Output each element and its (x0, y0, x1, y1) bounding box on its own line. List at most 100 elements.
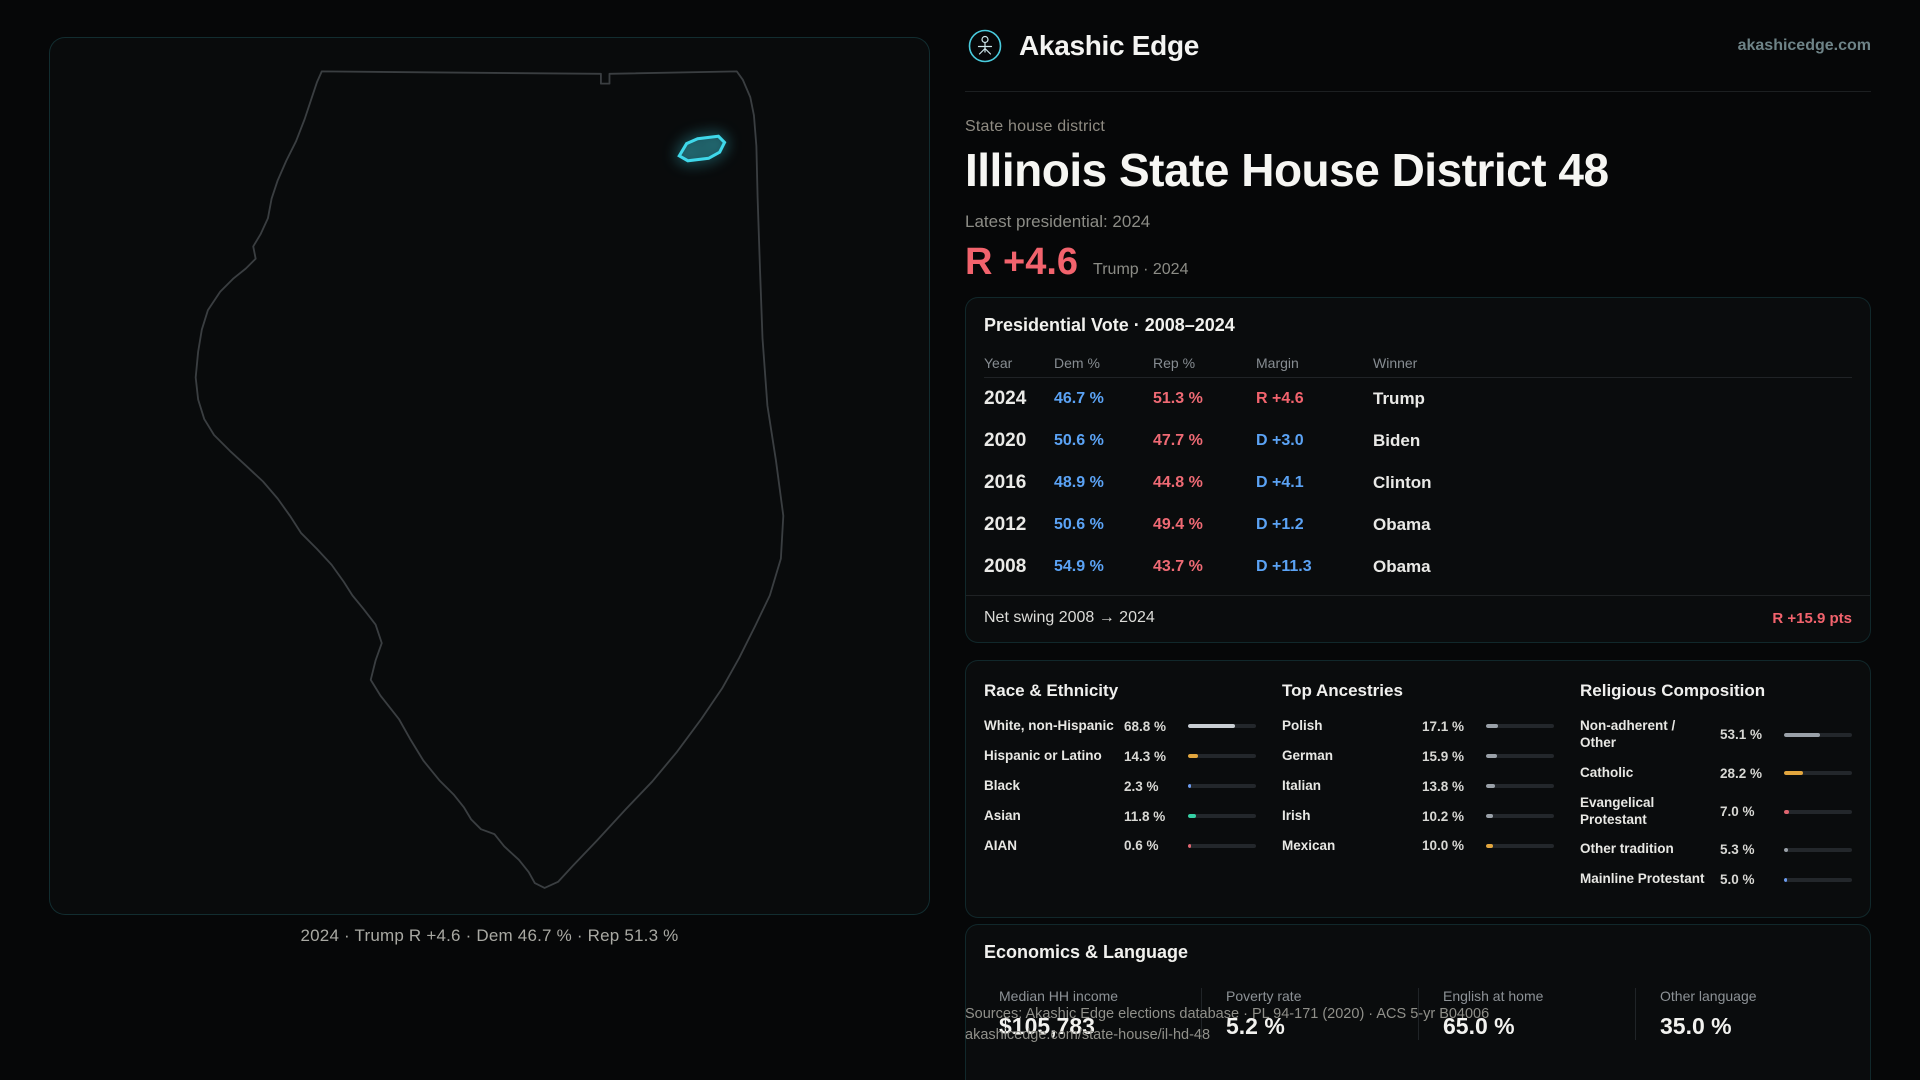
rep-cell: 44.8 % (1153, 474, 1203, 491)
net-swing-row: Net swing 2008 → 2024 R +15.9 pts (966, 595, 1870, 642)
stat-value: 53.1 % (1720, 727, 1763, 743)
stat-row: Asian 11.8 % (984, 808, 1256, 825)
stat-label: German (1282, 747, 1334, 763)
table-header-row: Year Dem % Rep % Margin Winner (984, 348, 1852, 378)
stat-label: Mainline Protestant (1580, 871, 1705, 887)
table-row: 2016 48.9 % 44.8 % D +4.1 Clinton (984, 462, 1852, 504)
stat-bar (1188, 784, 1256, 789)
race-ethnicity-column: Race & Ethnicity White, non-Hispanic 68.… (984, 681, 1256, 901)
illinois-state-outline (194, 70, 785, 889)
detail-panel: Akashic Edge akashicedge.com State house… (965, 0, 1871, 1080)
stat-bar (1486, 814, 1554, 819)
stat-row: Irish 10.2 % (1282, 808, 1554, 825)
demographics-card: Race & Ethnicity White, non-Hispanic 68.… (965, 660, 1871, 919)
race-title: Race & Ethnicity (984, 681, 1119, 700)
col-winner: Winner (1373, 354, 1418, 371)
stat-value: 0.6 % (1124, 838, 1159, 854)
brand: Akashic Edge (965, 26, 1199, 66)
margin-cell: D +3.0 (1256, 432, 1304, 449)
stat-value: 13.8 % (1422, 778, 1465, 794)
headline-margin-row: R +4.6 Trump · 2024 (965, 241, 1871, 284)
stat-bar (1784, 877, 1852, 882)
stat-label: Other tradition (1580, 841, 1674, 857)
stat-value: 17.1 % (1422, 718, 1465, 734)
stat-value: 65.0 % (1443, 1013, 1515, 1040)
net-swing-value: R +15.9 pts (1772, 609, 1852, 627)
stat-bar (1784, 771, 1852, 776)
stat-value: 28.2 % (1720, 765, 1763, 781)
religion-title: Religious Composition (1580, 681, 1766, 700)
stat-row: AIAN 0.6 % (984, 838, 1256, 855)
margin-cell: R +4.6 (1256, 390, 1304, 407)
table-row: 2012 50.6 % 49.4 % D +1.2 Obama (984, 504, 1852, 546)
stat-value: $105,783 (999, 1013, 1095, 1040)
col-dem: Dem % (1054, 354, 1100, 371)
stat-bar (1784, 809, 1852, 814)
economics-title: Economics & Language (984, 942, 1189, 963)
margin-cell: D +11.3 (1256, 558, 1312, 575)
district-highlight-shape[interactable] (677, 134, 727, 163)
net-swing-label: Net swing 2008 → 2024 (984, 609, 1155, 626)
stat-bar (1784, 732, 1852, 737)
table-title: Presidential Vote · 2008–2024 (984, 315, 1235, 335)
table-row: 2024 46.7 % 51.3 % R +4.6 Trump (984, 378, 1852, 420)
illinois-map[interactable] (50, 38, 929, 914)
sources-line: Sources: Akashic Edge elections database… (965, 1006, 1490, 1022)
stat-label: Italian (1282, 777, 1322, 793)
stat-bar (1486, 843, 1554, 848)
rep-cell: 47.7 % (1153, 432, 1203, 449)
stat-block: Poverty rate 5.2 % (1201, 988, 1418, 1041)
economics-card: Economics & Language Median HH income $1… (965, 924, 1871, 1080)
stat-label: Poverty rate (1226, 988, 1302, 1005)
stat-bar (1188, 843, 1256, 848)
stat-row: German 15.9 % (1282, 748, 1554, 765)
stat-row: Italian 13.8 % (1282, 778, 1554, 795)
year-cell: 2020 (984, 430, 1027, 451)
stat-bar (1486, 754, 1554, 759)
latest-presidential-label: Latest presidential: 2024 (965, 212, 1151, 231)
stat-block: Other language 35.0 % (1635, 988, 1852, 1041)
winner-cell: Biden (1373, 431, 1421, 450)
stat-bar (1486, 784, 1554, 789)
stat-row: Evangelical Protestant 7.0 % (1580, 795, 1852, 829)
rep-cell: 51.3 % (1153, 390, 1203, 407)
winner-cell: Obama (1373, 557, 1431, 576)
dem-cell: 54.9 % (1054, 558, 1104, 575)
dem-cell: 50.6 % (1054, 432, 1104, 449)
rep-cell: 43.7 % (1153, 558, 1203, 575)
table-row: 2008 54.9 % 43.7 % D +11.3 Obama (984, 546, 1852, 588)
stat-row: White, non-Hispanic 68.8 % (984, 718, 1256, 735)
district-kicker: State house district (965, 118, 1106, 135)
stat-bar (1188, 814, 1256, 819)
stat-block: English at home 65.0 % (1418, 988, 1635, 1041)
col-margin: Margin (1256, 354, 1299, 371)
margin-cell: D +4.1 (1256, 474, 1304, 491)
stat-label: Hispanic or Latino (984, 747, 1102, 763)
stat-label: English at home (1443, 988, 1544, 1005)
site-link[interactable]: akashicedge.com (1737, 36, 1871, 54)
app-header: Akashic Edge akashicedge.com (965, 0, 1871, 92)
stat-label: Asian (984, 807, 1021, 823)
stat-label: Polish (1282, 718, 1323, 733)
stat-row: Mexican 10.0 % (1282, 838, 1554, 855)
stat-row: Catholic 28.2 % (1580, 765, 1852, 782)
top-ancestries-column: Top Ancestries Polish 17.1 % German 15.9… (1282, 681, 1554, 901)
stat-value: 68.8 % (1124, 718, 1167, 734)
stat-bar (1188, 724, 1256, 729)
stat-value: 15.9 % (1422, 748, 1465, 764)
year-cell: 2012 (984, 514, 1027, 535)
stat-value: 7.0 % (1720, 804, 1755, 819)
winner-cell: Clinton (1373, 473, 1432, 492)
stat-bar (1784, 847, 1852, 852)
stat-value: 10.2 % (1422, 808, 1465, 824)
stat-value: 10.0 % (1422, 838, 1465, 854)
stat-label: Mexican (1282, 837, 1336, 853)
stat-value: 35.0 % (1660, 1013, 1732, 1040)
col-rep: Rep % (1153, 354, 1196, 371)
stat-label: Evangelical Protestant (1580, 794, 1655, 827)
stat-bar (1486, 724, 1554, 729)
brand-name: Akashic Edge (1019, 29, 1200, 61)
stat-value: 14.3 % (1124, 748, 1167, 764)
permalink[interactable]: akashicedge.com/state-house/il-hd-48 (965, 1027, 1211, 1044)
page-title: Illinois State House District 48 (965, 144, 1609, 196)
